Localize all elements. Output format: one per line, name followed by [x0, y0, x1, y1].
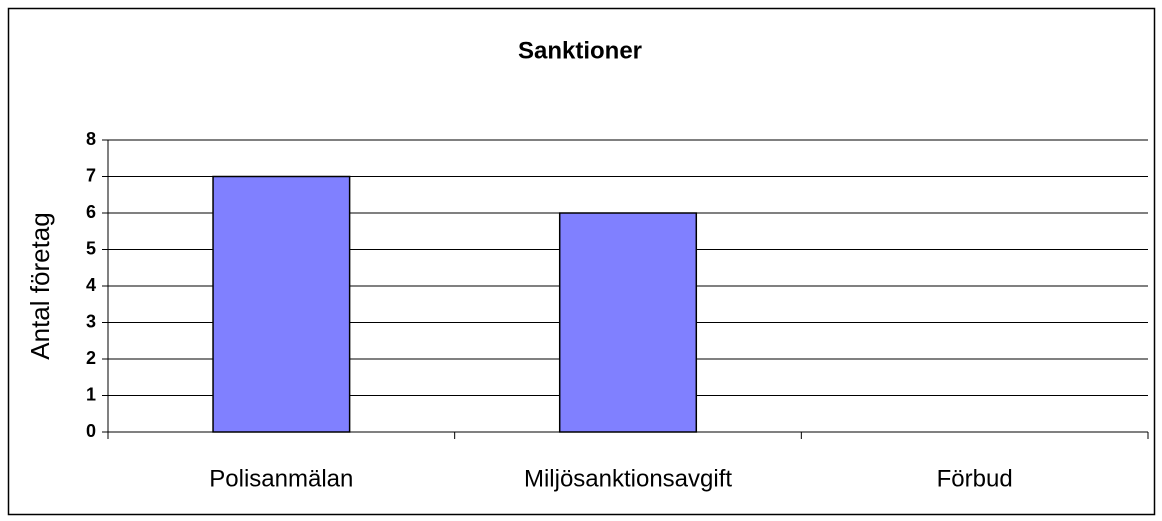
y-tick-label: 4 [86, 275, 96, 295]
y-tick-label: 3 [86, 311, 96, 331]
chart-title: Sanktioner [518, 37, 642, 64]
x-tick-label: Polisanmälan [209, 465, 353, 492]
bar [212, 175, 351, 433]
y-tick-label: 0 [86, 421, 96, 441]
y-tick-label: 8 [86, 129, 96, 149]
y-tick-label: 2 [86, 348, 96, 368]
x-tick-label: Miljösanktionsavgift [524, 465, 732, 492]
y-tick-label: 6 [86, 202, 96, 222]
y-axis-label: Antal företag [25, 212, 55, 359]
y-tick-label: 7 [86, 165, 96, 185]
y-tick-label: 1 [86, 384, 96, 404]
y-tick-label: 5 [86, 238, 96, 258]
bar [558, 212, 698, 433]
x-tick-label: Förbud [937, 465, 1013, 492]
